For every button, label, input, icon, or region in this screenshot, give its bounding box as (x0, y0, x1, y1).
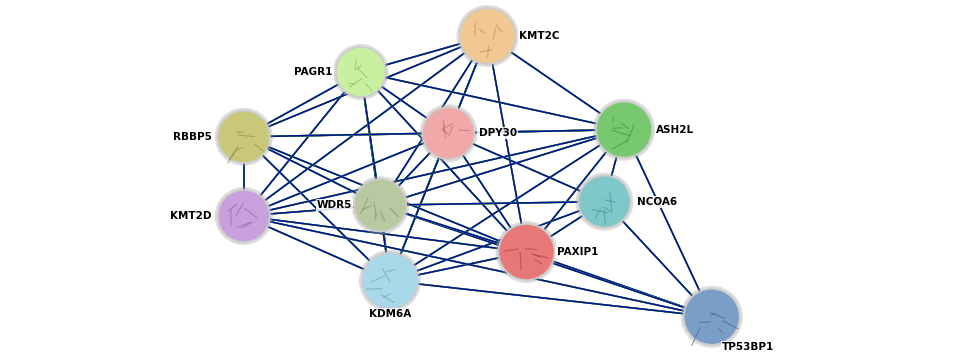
Circle shape (498, 224, 555, 280)
Circle shape (495, 221, 558, 283)
Circle shape (683, 289, 740, 345)
Text: TP53BP1: TP53BP1 (722, 342, 774, 352)
Text: KDM6A: KDM6A (369, 309, 411, 319)
Circle shape (681, 286, 743, 348)
Circle shape (593, 99, 655, 161)
Circle shape (354, 179, 407, 231)
Circle shape (422, 107, 475, 159)
Circle shape (351, 176, 410, 234)
Circle shape (419, 104, 478, 162)
Text: ASH2L: ASH2L (656, 125, 694, 135)
Circle shape (575, 172, 634, 231)
Circle shape (214, 108, 273, 166)
Circle shape (217, 111, 270, 163)
Circle shape (362, 253, 418, 309)
Circle shape (578, 176, 631, 228)
Text: KMT2C: KMT2C (520, 31, 560, 41)
Circle shape (332, 44, 389, 100)
Circle shape (217, 190, 270, 242)
Text: RBBP5: RBBP5 (173, 132, 212, 142)
Circle shape (456, 5, 519, 67)
Text: KMT2D: KMT2D (171, 211, 212, 221)
Circle shape (596, 102, 652, 158)
Text: PAGR1: PAGR1 (294, 67, 332, 77)
Circle shape (459, 8, 516, 64)
Text: DPY30: DPY30 (479, 128, 517, 138)
Text: NCOA6: NCOA6 (637, 197, 677, 207)
Text: WDR5: WDR5 (317, 200, 352, 210)
Circle shape (359, 250, 421, 312)
Circle shape (335, 47, 386, 97)
Circle shape (214, 187, 273, 245)
Text: PAXIP1: PAXIP1 (557, 247, 598, 257)
